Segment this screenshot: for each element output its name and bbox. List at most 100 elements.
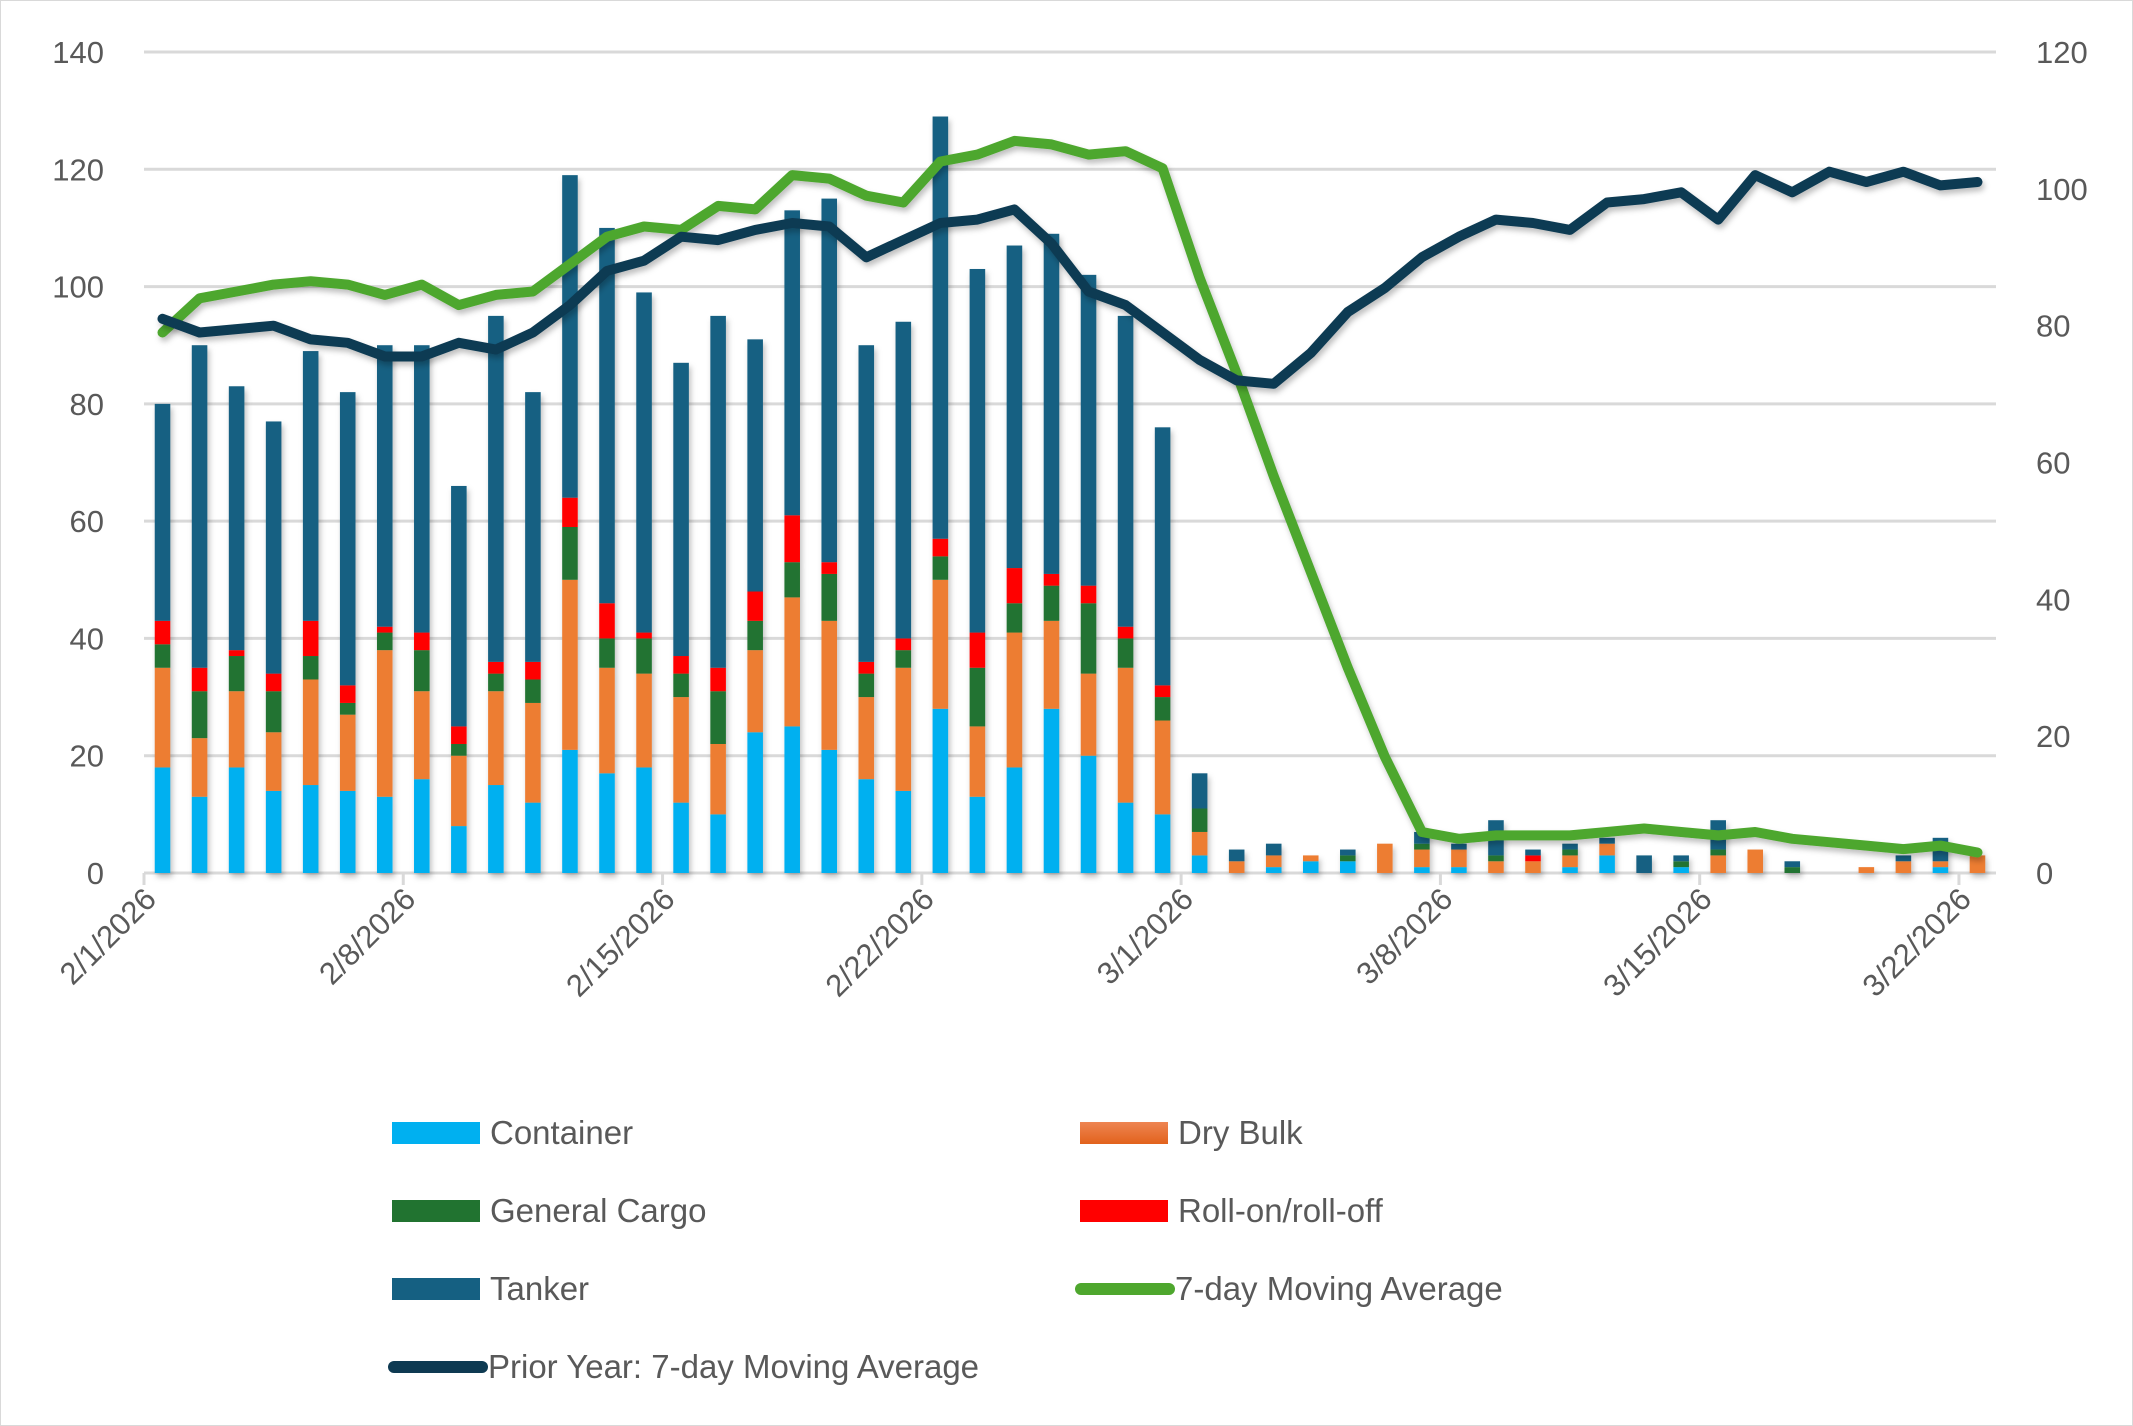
bar-roll-on-roll-off bbox=[1117, 626, 1134, 639]
bar-container bbox=[562, 749, 578, 873]
bar-dry-bulk bbox=[265, 732, 282, 791]
bar-dry-bulk bbox=[747, 650, 763, 733]
bar-container bbox=[1340, 861, 1356, 873]
bar-dry-bulk bbox=[1895, 861, 1912, 873]
bar-roll-on-roll-off bbox=[562, 497, 578, 528]
bar-container bbox=[1302, 861, 1319, 873]
bar-general-cargo bbox=[562, 527, 578, 580]
bar-tanker bbox=[1599, 837, 1615, 844]
bar-tanker bbox=[710, 315, 726, 668]
bar-general-cargo bbox=[339, 702, 356, 715]
bar-container bbox=[451, 826, 467, 873]
bar-container bbox=[895, 790, 912, 873]
bar-container bbox=[376, 796, 393, 873]
bar-tanker bbox=[1414, 831, 1430, 844]
bar-container bbox=[784, 726, 800, 873]
x-tick-label: 2/8/2026 bbox=[312, 881, 422, 991]
bar-dry-bulk bbox=[1080, 673, 1097, 756]
bar-general-cargo bbox=[1562, 849, 1578, 856]
bar-tanker bbox=[1080, 274, 1097, 586]
bar-tanker bbox=[265, 421, 282, 674]
bar-container bbox=[1599, 855, 1615, 873]
bar-general-cargo bbox=[895, 650, 912, 668]
x-tick-label: 3/22/2026 bbox=[1856, 881, 1978, 1003]
bar-container bbox=[1043, 708, 1060, 873]
y-tick-label-left: 140 bbox=[52, 35, 104, 70]
bar-tanker bbox=[1154, 427, 1171, 686]
bar-general-cargo bbox=[1414, 843, 1430, 850]
line-7-day-moving-average bbox=[157, 135, 1983, 858]
bar-tanker bbox=[747, 339, 763, 592]
bar-tanker bbox=[302, 351, 319, 621]
bar-roll-on-roll-off bbox=[302, 620, 319, 657]
bar-container bbox=[525, 802, 541, 873]
legend-label: General Cargo bbox=[490, 1192, 707, 1229]
legend-label: Tanker bbox=[490, 1270, 590, 1307]
y-tick-label-right: 60 bbox=[2036, 446, 2070, 481]
x-tick-label: 3/1/2026 bbox=[1090, 881, 1200, 991]
bar-dry-bulk bbox=[1377, 843, 1393, 873]
y-tick-label-right: 80 bbox=[2036, 309, 2070, 344]
bar-roll-on-roll-off bbox=[932, 538, 949, 557]
x-tick-label: 2/15/2026 bbox=[559, 881, 681, 1003]
bar-dry-bulk bbox=[488, 691, 504, 786]
legend-item-general-cargo: General Cargo bbox=[392, 1192, 706, 1230]
bar-container bbox=[1932, 867, 1949, 873]
bar-general-cargo bbox=[1154, 697, 1171, 721]
y-tick-label-right: 120 bbox=[2036, 35, 2088, 70]
bar-tanker bbox=[1117, 315, 1134, 627]
bar-container bbox=[1562, 867, 1578, 873]
line-series bbox=[157, 135, 1983, 858]
bar-tanker bbox=[1451, 843, 1467, 850]
y-axis-left: 0 20 40 60 80 100 120 140 bbox=[52, 35, 104, 891]
bar-dry-bulk bbox=[1006, 632, 1023, 768]
bar-dry-bulk bbox=[1191, 831, 1208, 856]
legend-swatch-general-cargo bbox=[392, 1200, 480, 1222]
bar-general-cargo bbox=[599, 638, 615, 668]
bar-dry-bulk bbox=[1265, 855, 1282, 868]
bar-tanker bbox=[339, 392, 356, 686]
bar-dry-bulk bbox=[339, 714, 356, 791]
bar-general-cargo bbox=[1673, 861, 1689, 868]
bar-tanker bbox=[1340, 849, 1356, 856]
legend-item-container: Container bbox=[392, 1114, 633, 1152]
x-axis: 2/1/2026 2/8/2026 2/15/2026 2/22/2026 3/1/20… bbox=[53, 871, 1996, 1003]
bar-roll-on-roll-off bbox=[1006, 568, 1023, 604]
y-tick-label-right: 0 bbox=[2036, 856, 2053, 891]
bar-roll-on-roll-off bbox=[191, 667, 208, 692]
bar-container bbox=[1154, 814, 1171, 873]
bar-container bbox=[821, 749, 838, 873]
bar-container bbox=[1414, 867, 1430, 873]
bar-tanker bbox=[525, 392, 541, 662]
bar-container bbox=[1080, 755, 1097, 873]
bar-roll-on-roll-off bbox=[228, 650, 245, 657]
bar-dry-bulk bbox=[414, 691, 430, 780]
bar-container bbox=[636, 767, 652, 873]
bar-tanker bbox=[191, 345, 208, 668]
bar-general-cargo bbox=[1006, 603, 1023, 633]
bar-container bbox=[710, 814, 726, 873]
legend-item-tanker: Tanker bbox=[392, 1270, 589, 1308]
bar-dry-bulk bbox=[1525, 861, 1541, 873]
y-tick-label-left: 60 bbox=[70, 504, 104, 539]
bar-tanker bbox=[932, 116, 949, 539]
bar-roll-on-roll-off bbox=[636, 632, 652, 639]
legend-swatch-roll-on-roll-off bbox=[1080, 1200, 1168, 1222]
bar-roll-on-roll-off bbox=[1080, 585, 1097, 604]
bar-general-cargo bbox=[1784, 867, 1801, 873]
bar-general-cargo bbox=[228, 656, 245, 692]
bar-dry-bulk bbox=[636, 673, 652, 768]
bar-dry-bulk bbox=[1710, 855, 1726, 873]
bar-general-cargo bbox=[488, 673, 504, 692]
bar-tanker bbox=[821, 198, 838, 563]
bar-tanker bbox=[969, 268, 986, 633]
bar-tanker bbox=[451, 485, 467, 727]
bar-dry-bulk bbox=[821, 620, 838, 750]
bar-dry-bulk bbox=[1414, 849, 1430, 868]
legend-line-7-day-moving-average bbox=[1075, 1283, 1175, 1295]
bar-dry-bulk bbox=[969, 726, 986, 797]
bar-roll-on-roll-off bbox=[599, 603, 615, 639]
bar-container bbox=[154, 767, 171, 873]
